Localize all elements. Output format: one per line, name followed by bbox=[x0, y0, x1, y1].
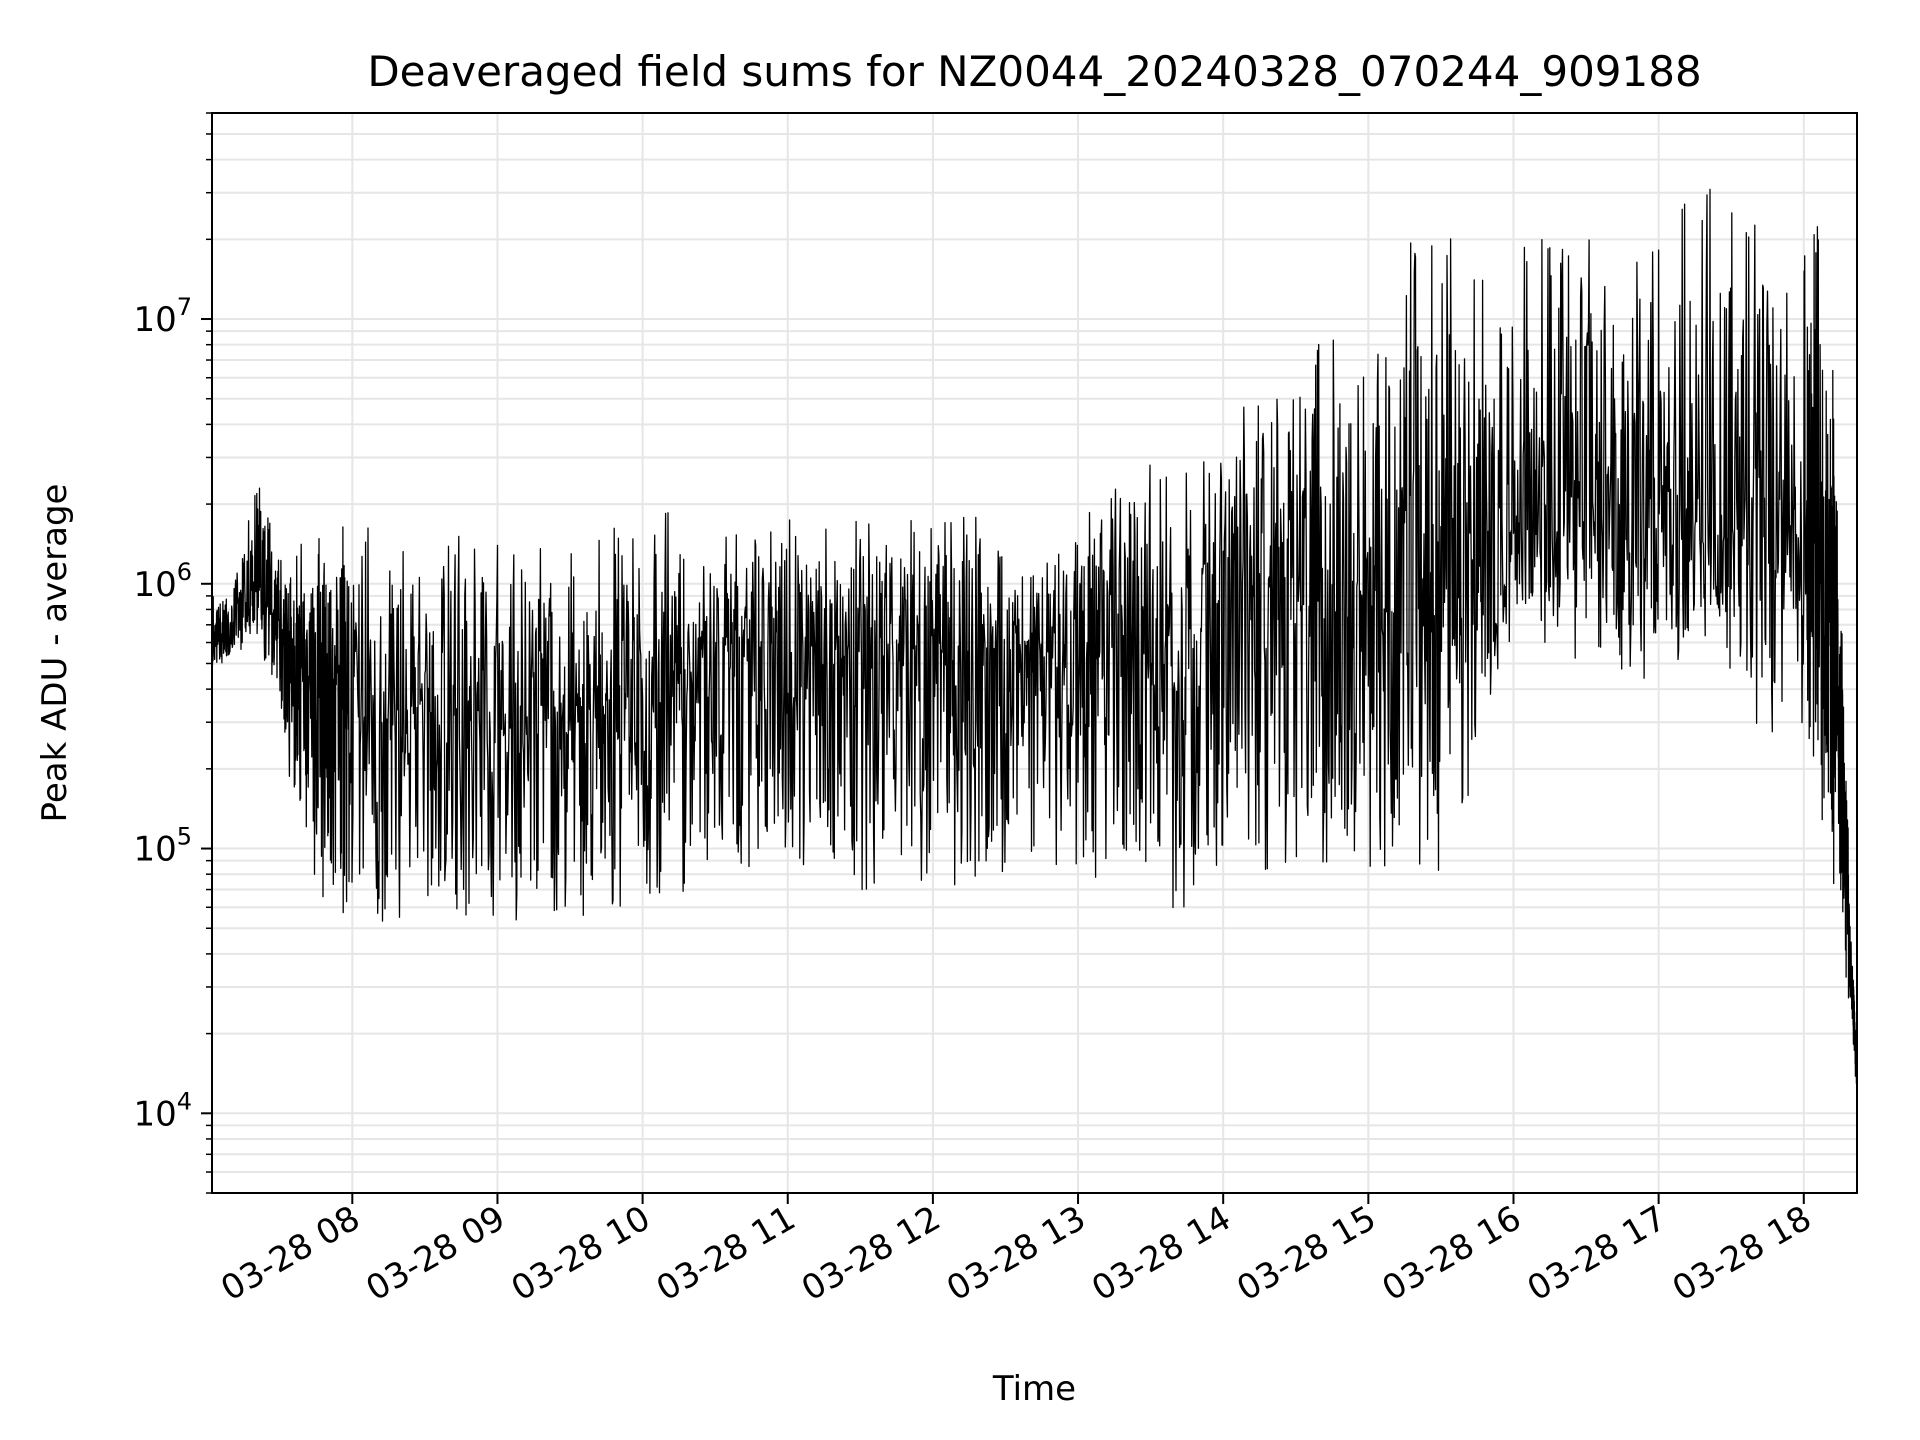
y-tick-label: 106 bbox=[133, 558, 192, 605]
y-axis-title: Peak ADU - average bbox=[35, 484, 75, 823]
y-tick-label: 105 bbox=[133, 823, 192, 870]
plot-frame bbox=[211, 112, 1858, 1194]
y-tick-label: 104 bbox=[133, 1087, 192, 1134]
series-layer bbox=[211, 188, 1858, 1095]
y-tick-label: 107 bbox=[133, 293, 192, 340]
chart-title: Deaveraged field sums for NZ0044_2024032… bbox=[367, 47, 1701, 96]
grid-major-lines bbox=[212, 113, 1857, 1193]
x-axis-title: Time bbox=[992, 1369, 1076, 1409]
y-axis-ticks: 104 105 106 107 bbox=[133, 112, 212, 1194]
series-line-0 bbox=[211, 188, 1858, 1095]
